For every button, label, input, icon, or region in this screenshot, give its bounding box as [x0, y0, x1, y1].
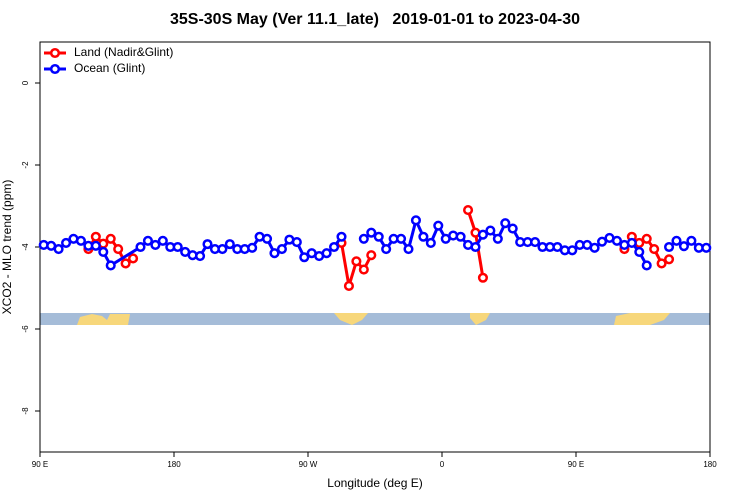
data-point — [358, 233, 369, 244]
data-point — [90, 231, 101, 242]
data-point — [98, 246, 109, 257]
data-point — [53, 244, 64, 255]
data-point — [686, 235, 697, 246]
legend-marker — [49, 63, 61, 75]
legend-marker — [49, 47, 61, 59]
legend-label: Land (Nadir&Glint) — [74, 45, 173, 59]
data-point — [403, 244, 414, 255]
data-point — [276, 244, 287, 255]
data-point — [247, 242, 258, 253]
x-tick-label: 90 E — [32, 460, 48, 469]
data-point — [664, 254, 675, 265]
data-point — [470, 241, 481, 253]
y-tick-label: -8 — [21, 407, 30, 415]
data-point — [477, 229, 488, 240]
data-point — [262, 233, 273, 244]
y-tick-label: -4 — [21, 243, 30, 251]
data-point — [202, 239, 213, 250]
legend-label: Ocean (Glint) — [74, 61, 145, 75]
data-point — [269, 248, 280, 259]
data-point — [567, 245, 578, 256]
x-tick-label: 180 — [703, 460, 717, 469]
data-point — [611, 235, 622, 246]
data-point — [150, 239, 161, 250]
data-point — [492, 233, 503, 244]
x-axis-label: Longitude (deg E) — [327, 476, 422, 490]
data-point — [135, 241, 146, 253]
data-point — [485, 225, 496, 236]
data-point — [671, 235, 682, 246]
data-point — [500, 218, 511, 229]
data-point — [656, 258, 667, 269]
data-point — [507, 223, 518, 234]
data-point — [105, 260, 116, 271]
data-point — [75, 235, 86, 246]
data-point — [664, 241, 675, 253]
x-tick-label: 90 W — [299, 460, 318, 469]
y-tick-label: -2 — [21, 161, 30, 169]
data-point — [381, 244, 392, 255]
data-point — [366, 227, 377, 238]
y-tick-label: -6 — [21, 325, 30, 333]
x-tick-label: 180 — [167, 460, 181, 469]
data-point — [358, 264, 369, 275]
mask-land — [77, 314, 130, 325]
data-point — [217, 244, 228, 255]
y-tick-label: 0 — [21, 80, 30, 85]
data-point — [351, 256, 362, 267]
data-point — [142, 235, 153, 246]
data-point — [291, 237, 302, 248]
data-point — [90, 240, 101, 251]
data-point — [649, 244, 660, 255]
data-point — [530, 237, 541, 248]
data-point — [336, 231, 347, 242]
data-point — [433, 220, 444, 231]
data-point — [477, 272, 488, 283]
data-point — [157, 235, 168, 246]
data-point — [105, 233, 116, 244]
data-point — [113, 244, 124, 255]
data-point — [701, 242, 712, 253]
data-point — [641, 233, 652, 244]
data-point — [589, 242, 600, 253]
data-point — [463, 205, 474, 216]
data-point — [425, 237, 436, 248]
mask-ocean — [40, 313, 710, 325]
data-point — [224, 239, 235, 250]
data-point — [61, 237, 72, 248]
data-point — [396, 233, 407, 244]
chart-title: 35S-30S May (Ver 11.1_late) 2019-01-01 t… — [170, 11, 580, 28]
x-tick-label: 0 — [440, 460, 445, 469]
data-point — [373, 231, 384, 242]
y-axis-label: XCO2 - MLO trend (ppm) — [0, 180, 14, 315]
data-point — [299, 252, 310, 263]
land-mask — [40, 313, 710, 325]
data-point — [678, 241, 689, 252]
data-point — [195, 250, 206, 262]
data-point — [329, 241, 340, 253]
mask-land — [334, 313, 368, 325]
data-point — [641, 260, 652, 271]
data-point — [128, 253, 139, 264]
data-point — [455, 231, 466, 242]
data-point — [321, 248, 332, 259]
mask-land — [470, 313, 490, 325]
data-point — [172, 241, 183, 253]
x-tick-label: 90 E — [568, 460, 584, 469]
mask-land — [614, 313, 670, 325]
data-point — [410, 215, 421, 226]
data-point — [343, 280, 354, 292]
data-point — [634, 246, 645, 257]
data-point — [366, 250, 377, 261]
data-point — [626, 237, 637, 248]
data-point — [418, 231, 429, 242]
data-point — [120, 258, 131, 269]
data-point — [597, 236, 608, 247]
